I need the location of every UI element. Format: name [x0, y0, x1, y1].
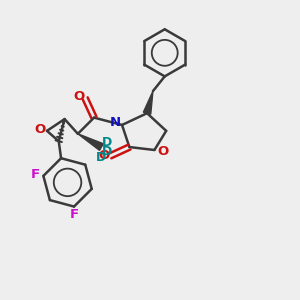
Text: D: D — [102, 145, 112, 158]
Text: D: D — [96, 151, 106, 164]
Text: O: O — [157, 145, 168, 158]
Polygon shape — [143, 91, 153, 114]
Text: O: O — [98, 149, 110, 162]
Polygon shape — [78, 134, 103, 150]
Text: D: D — [102, 136, 112, 149]
Text: O: O — [34, 123, 45, 136]
Text: F: F — [70, 208, 79, 221]
Text: N: N — [110, 116, 121, 129]
Text: O: O — [73, 91, 84, 103]
Text: F: F — [31, 168, 40, 181]
